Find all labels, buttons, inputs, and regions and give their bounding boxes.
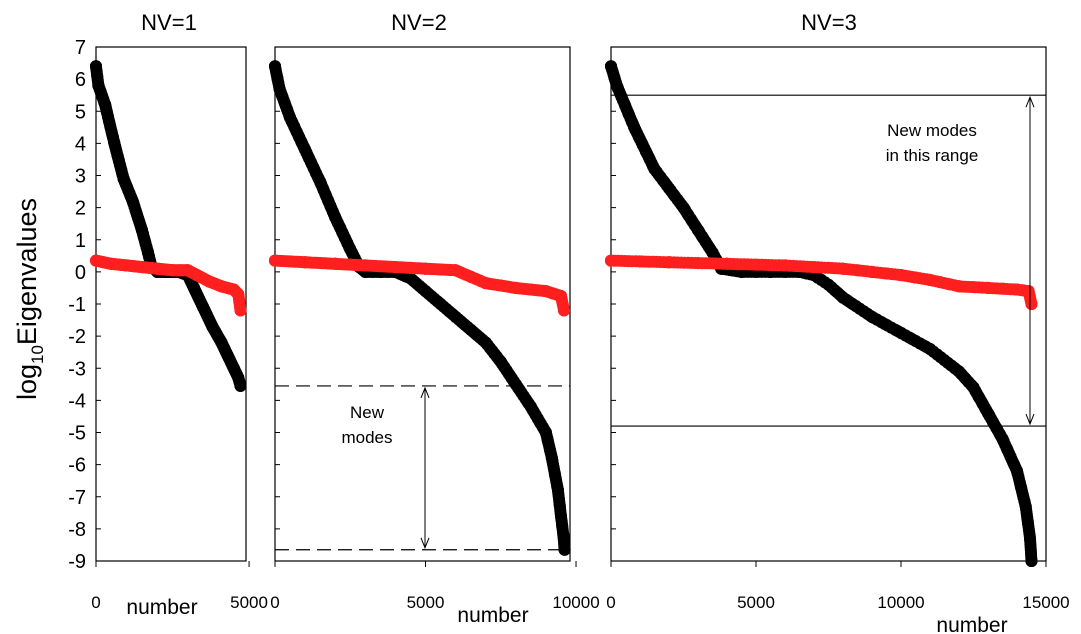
annotation-arrow-head-top — [420, 386, 430, 399]
annotation-text-line: New — [350, 403, 385, 422]
red-series-marker-point — [721, 257, 733, 270]
red-series-marker-point — [880, 267, 893, 280]
panel-title-2: NV=2 — [391, 10, 447, 35]
y-axis-label: log10Eigenvalues — [12, 198, 47, 400]
panel-frame-1 — [95, 46, 247, 562]
x-tick-label: 0 — [606, 593, 615, 612]
x-tick-label: 15000 — [1022, 593, 1069, 612]
y-tick-label: 1 — [75, 230, 86, 252]
red-series-marker-point — [663, 256, 675, 269]
red-series-marker-point — [851, 264, 864, 277]
y-tick-label: 6 — [75, 69, 86, 91]
panel-frame-3 — [610, 46, 1047, 562]
annotation-text-line: in this range — [886, 146, 979, 165]
x-axis-label-3: number — [936, 614, 1007, 634]
x-tick-label: 10000 — [552, 593, 599, 612]
y-tick-label: -1 — [68, 294, 86, 316]
black-series-marker-point — [1025, 555, 1038, 567]
x-tick-label: 5000 — [230, 593, 268, 612]
red-series-marker-point — [558, 304, 570, 317]
y-axis-label-rest: Eigenvalues — [12, 198, 42, 345]
red-series-marker-point — [269, 254, 281, 267]
red-series-marker-point — [359, 259, 372, 272]
y-tick-label: -5 — [68, 423, 86, 445]
red-series-marker-point — [996, 282, 1009, 295]
y-tick-label: -4 — [68, 390, 86, 412]
annotation-arrow-head-bottom — [420, 537, 430, 550]
red-series-marker-point — [344, 258, 357, 271]
x-tick-label: 0 — [91, 593, 100, 612]
red-series-marker-point — [924, 273, 936, 286]
x-axis-label-1: number — [126, 596, 197, 619]
y-tick-label: 2 — [75, 198, 86, 220]
black-series-marker-point — [558, 543, 571, 556]
red-series-marker-point — [837, 262, 849, 275]
red-series-marker-point — [404, 261, 417, 274]
y-tick-label: -3 — [68, 358, 86, 380]
y-tick-label: -7 — [68, 487, 86, 509]
x-axis-label-2: number — [457, 604, 528, 627]
x-tick-label: 0 — [270, 593, 279, 612]
red-series-marker-point — [909, 271, 922, 284]
red-series-marker-point — [494, 279, 507, 292]
x-tick-label: 5000 — [737, 593, 775, 612]
red-series-marker-point — [605, 254, 617, 267]
red-series-marker-point — [299, 256, 312, 269]
y-tick-label: -2 — [68, 326, 86, 348]
red-series-marker-point — [419, 262, 432, 275]
red-series-marker-point — [1025, 298, 1038, 310]
annotation-arrow-head-top — [1025, 95, 1035, 108]
red-series-marker-point — [933, 276, 946, 288]
y-tick-label: 3 — [75, 166, 86, 188]
y-tick-label: -8 — [68, 519, 86, 541]
y-tick-label: 7 — [75, 37, 86, 59]
y-tick-label: -9 — [68, 551, 86, 573]
panel-frame-2 — [274, 46, 571, 562]
y-tick-label: -6 — [68, 455, 86, 477]
x-tick-label: 10000 — [877, 593, 924, 612]
red-series-marker-point — [692, 257, 704, 269]
red-series-marker-point — [314, 257, 327, 269]
y-axis-label-subscript: 10 — [28, 345, 47, 364]
red-series-marker-point — [779, 259, 791, 272]
red-series-marker-point — [434, 263, 447, 276]
red-series-marker-point — [389, 261, 402, 274]
red-series-marker-point — [509, 281, 522, 294]
annotation-text-line: modes — [341, 428, 392, 447]
red-series-marker-point — [982, 281, 994, 294]
red-series-marker-point — [234, 304, 247, 317]
red-series-marker-point — [634, 255, 646, 268]
y-tick-label: 4 — [75, 133, 86, 155]
red-series-marker-point — [953, 280, 965, 293]
annotation-text-line: New modes — [887, 121, 977, 140]
red-series-marker-point — [524, 283, 537, 296]
red-series-marker-point — [943, 278, 956, 291]
panel-title-3: NV=3 — [801, 10, 857, 35]
y-axis-label-base: log — [12, 364, 42, 400]
y-tick-label: 0 — [75, 262, 86, 284]
red-series-marker-point — [329, 257, 342, 270]
y-tick-label: 5 — [75, 101, 86, 123]
red-series-marker-point — [866, 265, 878, 278]
red-series-marker-point — [284, 255, 297, 268]
x-tick-label: 5000 — [407, 593, 445, 612]
red-series-marker-point — [808, 261, 820, 274]
red-series-marker-point — [374, 260, 387, 273]
red-series-marker-point — [895, 269, 907, 282]
annotation-arrow-head-bottom — [1025, 413, 1035, 426]
panel-title-1: NV=1 — [141, 10, 197, 35]
red-series-marker-point — [750, 258, 762, 271]
black-series-marker-point — [234, 379, 247, 392]
red-series-marker-point — [967, 281, 980, 294]
red-series-marker-point — [479, 277, 492, 290]
